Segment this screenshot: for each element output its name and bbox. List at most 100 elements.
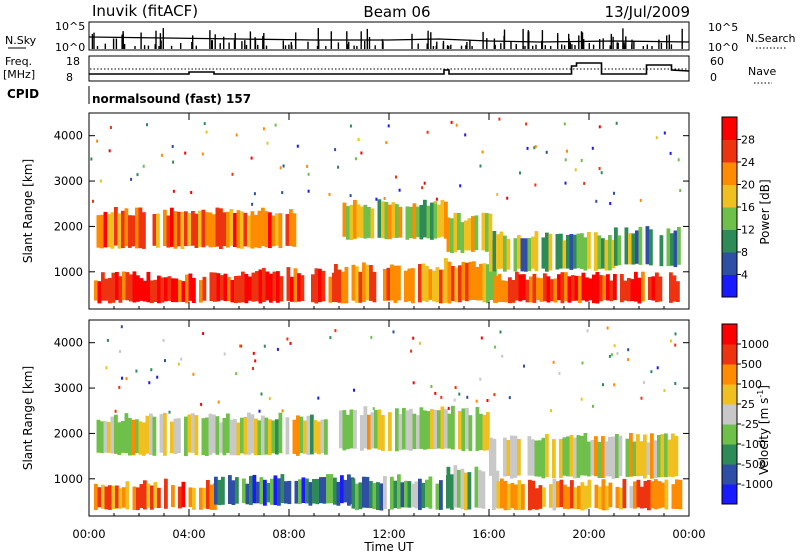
power-scatter-point [274,123,277,127]
date-title: 13/Jul/2009 [605,3,690,21]
velocity-scatter-column [440,406,445,450]
power-scatter-column [601,238,605,269]
velocity-scatter-column [370,412,375,449]
velocity-scatter-column [273,475,278,506]
power-scatter-column [606,274,610,301]
power-scatter-column [110,212,115,249]
power-scatter-column [362,262,366,302]
power-scatter-column [569,234,574,270]
power-scatter-column [564,272,568,302]
velocity-colorbar-tick-label: -1000 [741,478,773,491]
velocity-scatter-column [503,480,508,511]
power-scatter-point [595,199,598,203]
velocity-colorbar-swatch [722,444,737,465]
power-scatter-column [617,235,622,266]
power-scatter-point [677,158,680,162]
nave-tick-low: 0 [710,71,717,84]
velocity-scatter-column [447,413,452,449]
power-scatter-column [111,272,116,303]
power-scatter-point [328,192,331,196]
power-scatter-column [254,214,258,248]
velocity-scatter-point [613,383,616,387]
power-ylabel: Slant Range [km] [21,159,35,263]
power-scatter-column [430,202,434,240]
velocity-scatter-column [584,485,588,510]
velocity-scatter-column [636,434,640,477]
velocity-scatter-point [586,329,589,333]
power-scatter-column [261,207,265,247]
velocity-scatter-column [397,474,401,509]
velocity-scatter-column [629,433,633,477]
velocity-scatter-column [661,482,665,508]
power-scatter-column [205,212,209,246]
power-scatter-point [679,189,682,192]
power-scatter-column [395,204,399,238]
velocity-scatter-column [549,484,553,508]
velocity-scatter-column [545,433,549,477]
freq-label: Freq. [5,55,32,68]
velocity-scatter-column [534,440,539,477]
power-scatter-point [108,149,111,153]
power-scatter-column [567,276,572,303]
power-scatter-column [525,279,530,303]
velocity-colorbar-swatch [722,324,737,345]
power-scatter-column [150,280,154,304]
power-scatter-column [311,274,315,303]
velocity-scatter-column [192,487,196,510]
power-scatter-point [109,126,112,129]
power-scatter-point [591,146,594,150]
power-scatter-column [100,214,104,249]
velocity-scatter-point [592,404,594,408]
power-scatter-column [194,213,199,248]
velocity-scatter-column [478,470,482,508]
velocity-scatter-column [146,483,151,508]
power-scatter-column [560,272,565,304]
velocity-scatter-column [528,479,532,511]
power-scatter-column [638,226,643,265]
power-colorbar-tick-label: 12 [741,224,755,237]
velocity-scatter-column [492,438,497,477]
velocity-scatter-column [437,410,441,449]
power-scatter-column [384,201,389,240]
velocity-scatter-column [451,405,455,450]
velocity-scatter-column [412,413,417,449]
velocity-scatter-column [217,479,222,506]
velocity-scatter-column [324,419,328,455]
nave-tick-high: 60 [710,55,724,68]
velocity-scatter-point [372,407,375,411]
velocity-scatter-column [310,414,314,455]
power-scatter-column [496,234,500,269]
velocity-scatter-column [660,434,665,478]
power-scatter-column [108,277,112,304]
power-scatter-column [164,277,168,302]
velocity-scatter-column [604,441,609,477]
xtick-label: 00:00 [72,527,105,541]
power-scatter-point [349,194,352,198]
velocity-colorbar-swatch [722,404,737,425]
velocity-cbar-label-sup: -1 [756,390,765,398]
power-scatter-column [278,213,283,249]
power-scatter-point [426,130,429,134]
velocity-scatter-column [256,481,260,504]
velocity-scatter-column [261,415,265,455]
power-scatter-column [599,275,603,302]
velocity-scatter-column [507,483,511,511]
velocity-scatter-point [125,377,128,381]
velocity-scatter-column [264,417,269,455]
power-scatter-point [655,136,658,140]
velocity-scatter-point [252,367,254,370]
velocity-scatter-column [132,486,137,510]
velocity-scatter-column [552,478,557,511]
velocity-scatter-column [326,474,330,504]
power-scatter-point [639,198,642,202]
velocity-scatter-column [97,487,102,508]
velocity-scatter-point [430,385,433,388]
velocity-scatter-column [611,436,616,479]
velocity-scatter-column [214,476,218,505]
power-scatter-column [314,268,319,304]
power-scatter-column [604,239,609,271]
velocity-scatter-column [510,435,514,479]
velocity-scatter-column [363,406,368,449]
velocity-scatter-column [233,419,237,456]
velocity-scatter-point [114,409,117,413]
